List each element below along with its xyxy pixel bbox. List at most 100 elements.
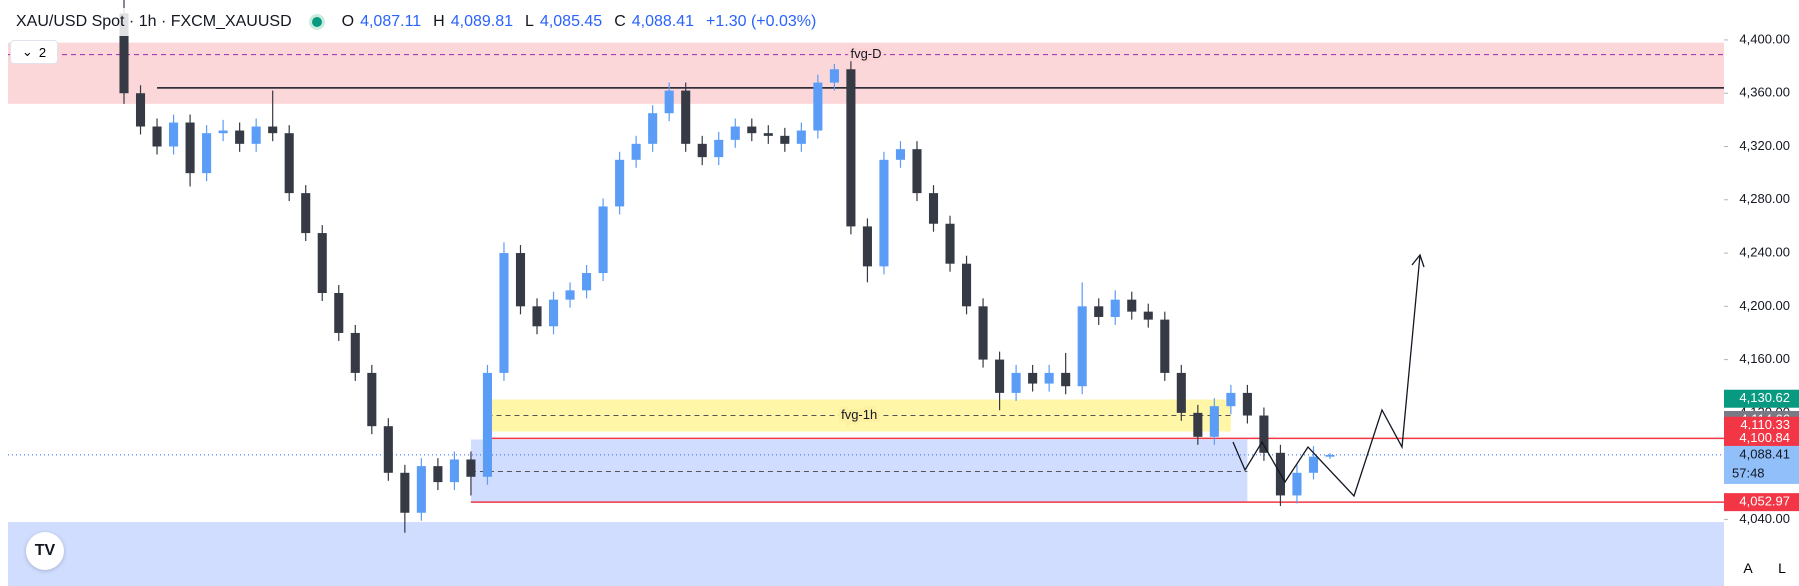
candle-body [515, 253, 526, 307]
chevron: ⌄ [21, 44, 33, 59]
price-label: 4,110.33 [1740, 417, 1790, 432]
candle-body [780, 135, 790, 144]
candle-body [829, 69, 839, 83]
candle-body [499, 253, 509, 373]
candle-body [1077, 306, 1087, 387]
candle-body [482, 372, 492, 477]
y-tick-label: 4,200.00 [1739, 298, 1790, 313]
candle-body [1011, 372, 1021, 393]
candle-body [169, 122, 179, 147]
candle-body [268, 126, 278, 134]
candle-body [1226, 392, 1236, 407]
candle-body [1160, 319, 1170, 373]
zone [8, 42, 1724, 104]
y-tick-label: 4,400.00 [1739, 31, 1790, 46]
candle-body [218, 130, 228, 134]
projection-arrowhead [1411, 253, 1425, 268]
l-label: L [525, 13, 534, 30]
candle-body [813, 82, 823, 131]
price-label: 4,130.62 [1739, 390, 1790, 405]
tv-logo[interactable]: TV [26, 532, 64, 570]
candle-body [1259, 415, 1269, 453]
symbol-title: XAU/USD Spot · 1h · FXCM_XAUUSD [16, 13, 292, 30]
candle-body [1308, 456, 1319, 473]
change: +1.30 (+0.03%) [706, 13, 817, 30]
candle-body [912, 149, 922, 194]
candle-body [846, 69, 856, 227]
candle-body [251, 126, 261, 144]
candle-body [928, 193, 939, 224]
y-tick-label: 4,320.00 [1739, 138, 1790, 153]
candle-body [565, 290, 575, 300]
candle-body [1242, 392, 1252, 416]
price-axis-bg [1724, 0, 1799, 586]
candle-body [532, 306, 542, 327]
zone-label: fvg-D [850, 46, 881, 61]
candle-body [1061, 372, 1071, 387]
candle-body [135, 93, 146, 127]
candle-body [714, 139, 724, 158]
countdown: 57:48 [1732, 465, 1765, 480]
candle-body [1292, 472, 1302, 496]
candle-body [962, 263, 972, 307]
candle-body [119, 13, 129, 94]
candle-body [796, 130, 806, 144]
candle-body [1028, 372, 1038, 384]
c-value: 4,088.41 [631, 13, 695, 30]
candle-body [1127, 299, 1137, 312]
candle-body [383, 426, 393, 473]
candle-body [631, 143, 641, 160]
zone [8, 522, 1724, 586]
candle-body [1044, 372, 1054, 384]
candle-body [1209, 406, 1219, 437]
c-label: C [614, 13, 626, 30]
l-value: 4,085.45 [539, 13, 603, 30]
price-label-bg [1724, 389, 1799, 408]
candle-body [681, 90, 691, 144]
o-value: 4,087.11 [360, 13, 422, 30]
candle-body [334, 293, 344, 333]
h-value: 4,089.81 [450, 13, 514, 30]
candle-body [862, 226, 872, 267]
o-label: O [341, 13, 355, 30]
candle-body [367, 372, 377, 427]
candle-body [1193, 412, 1203, 437]
candle-body [284, 133, 294, 194]
candle-body [995, 359, 1005, 393]
candle-body [317, 233, 327, 293]
candle-body [185, 122, 195, 174]
candle-body [730, 126, 740, 140]
candle-body [1094, 306, 1104, 317]
candle-body [548, 299, 559, 327]
candle-body [152, 126, 162, 147]
candle-body [449, 459, 459, 483]
price-label: 4,052.97 [1739, 494, 1790, 509]
candle-body [350, 332, 360, 373]
y-tick-label: 4,040.00 [1739, 511, 1790, 526]
auto-button[interactable]: A [1743, 560, 1753, 576]
candle-body [466, 459, 476, 477]
indicator-toggle[interactable]: ⌄ 2 [10, 40, 58, 64]
candle-body [598, 206, 608, 274]
candle-body [895, 149, 906, 160]
candle-body [615, 159, 625, 207]
y-tick-label: 4,360.00 [1739, 85, 1790, 100]
zone-label: fvg-1h [841, 407, 877, 422]
candle-body [1176, 372, 1186, 413]
price-label-bg [1724, 493, 1799, 512]
projection-path [1232, 254, 1421, 498]
candle-body [433, 466, 443, 483]
log-button[interactable]: L [1778, 560, 1786, 576]
candle-body [697, 143, 707, 158]
candle-body [879, 159, 889, 267]
candle-body [416, 466, 426, 513]
y-tick-label: 4,160.00 [1739, 351, 1790, 366]
candle-body [664, 90, 674, 114]
candle-body [202, 133, 212, 174]
candle-body [1325, 454, 1335, 457]
candle-body [945, 223, 955, 264]
y-tick-label: 4,240.00 [1739, 244, 1790, 259]
h-label: H [433, 13, 445, 30]
